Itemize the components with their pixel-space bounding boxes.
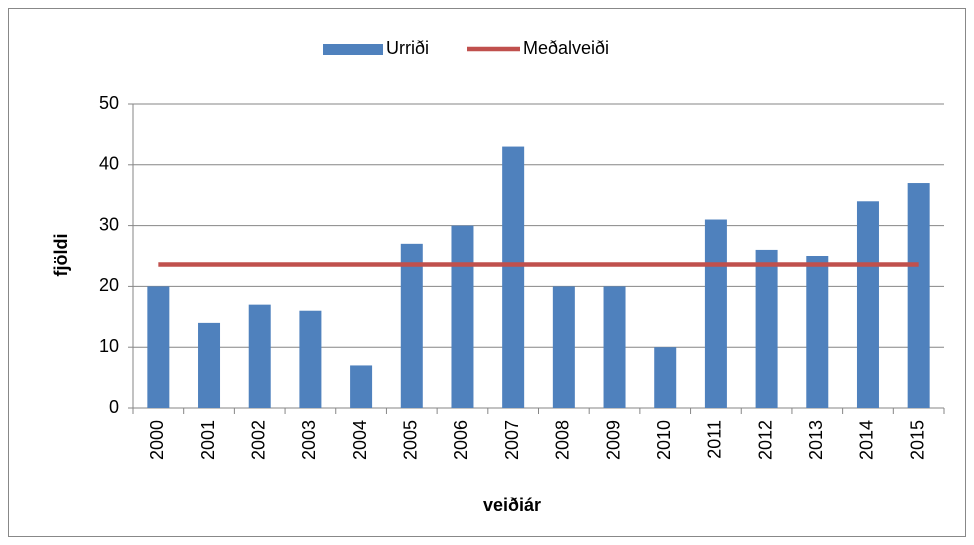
x-tick-label: 2007 <box>502 420 522 460</box>
legend-label: Meðalveiði <box>523 38 609 58</box>
chart-border <box>8 8 966 537</box>
legend-label: Urriði <box>386 38 429 58</box>
x-tick-label: 2011 <box>705 420 725 459</box>
x-tick-label: 2001 <box>198 420 218 460</box>
bar <box>451 225 474 408</box>
x-tick-label: 2004 <box>350 420 370 460</box>
bar <box>299 310 322 408</box>
y-tick-label: 50 <box>99 93 119 113</box>
x-tick-label: 2014 <box>857 420 877 460</box>
x-tick-label: 2005 <box>401 420 421 460</box>
x-tick-label: 2003 <box>299 420 319 460</box>
bar <box>907 183 930 408</box>
bar <box>654 347 677 408</box>
x-tick-label: 2015 <box>907 420 927 460</box>
legend-swatch <box>323 44 383 55</box>
y-tick-label: 40 <box>99 154 119 174</box>
y-tick-label: 20 <box>99 275 119 295</box>
x-axis-title: veiðiár <box>483 495 541 515</box>
y-axis-title: fjöldi <box>51 234 71 277</box>
bar <box>502 146 525 408</box>
x-tick-label: 2009 <box>603 420 623 460</box>
x-tick-label: 2008 <box>553 420 573 460</box>
y-tick-label: 0 <box>109 397 119 417</box>
x-tick-label: 2002 <box>248 420 268 460</box>
bar <box>198 322 221 408</box>
x-tick-label: 2012 <box>755 420 775 460</box>
bar <box>147 286 170 408</box>
bar <box>704 219 727 408</box>
bar <box>552 286 575 408</box>
x-tick-label: 2010 <box>654 420 674 460</box>
bar <box>400 243 423 408</box>
bar <box>603 286 626 408</box>
bar <box>755 249 778 408</box>
bar <box>856 201 879 408</box>
bar <box>248 304 271 408</box>
x-tick-label: 2006 <box>451 420 471 460</box>
y-tick-label: 10 <box>99 336 119 356</box>
y-tick-label: 30 <box>99 214 119 234</box>
bar <box>806 256 829 408</box>
x-tick-label: 2013 <box>806 420 826 460</box>
bar <box>350 365 373 408</box>
x-tick-label: 2000 <box>147 420 167 460</box>
